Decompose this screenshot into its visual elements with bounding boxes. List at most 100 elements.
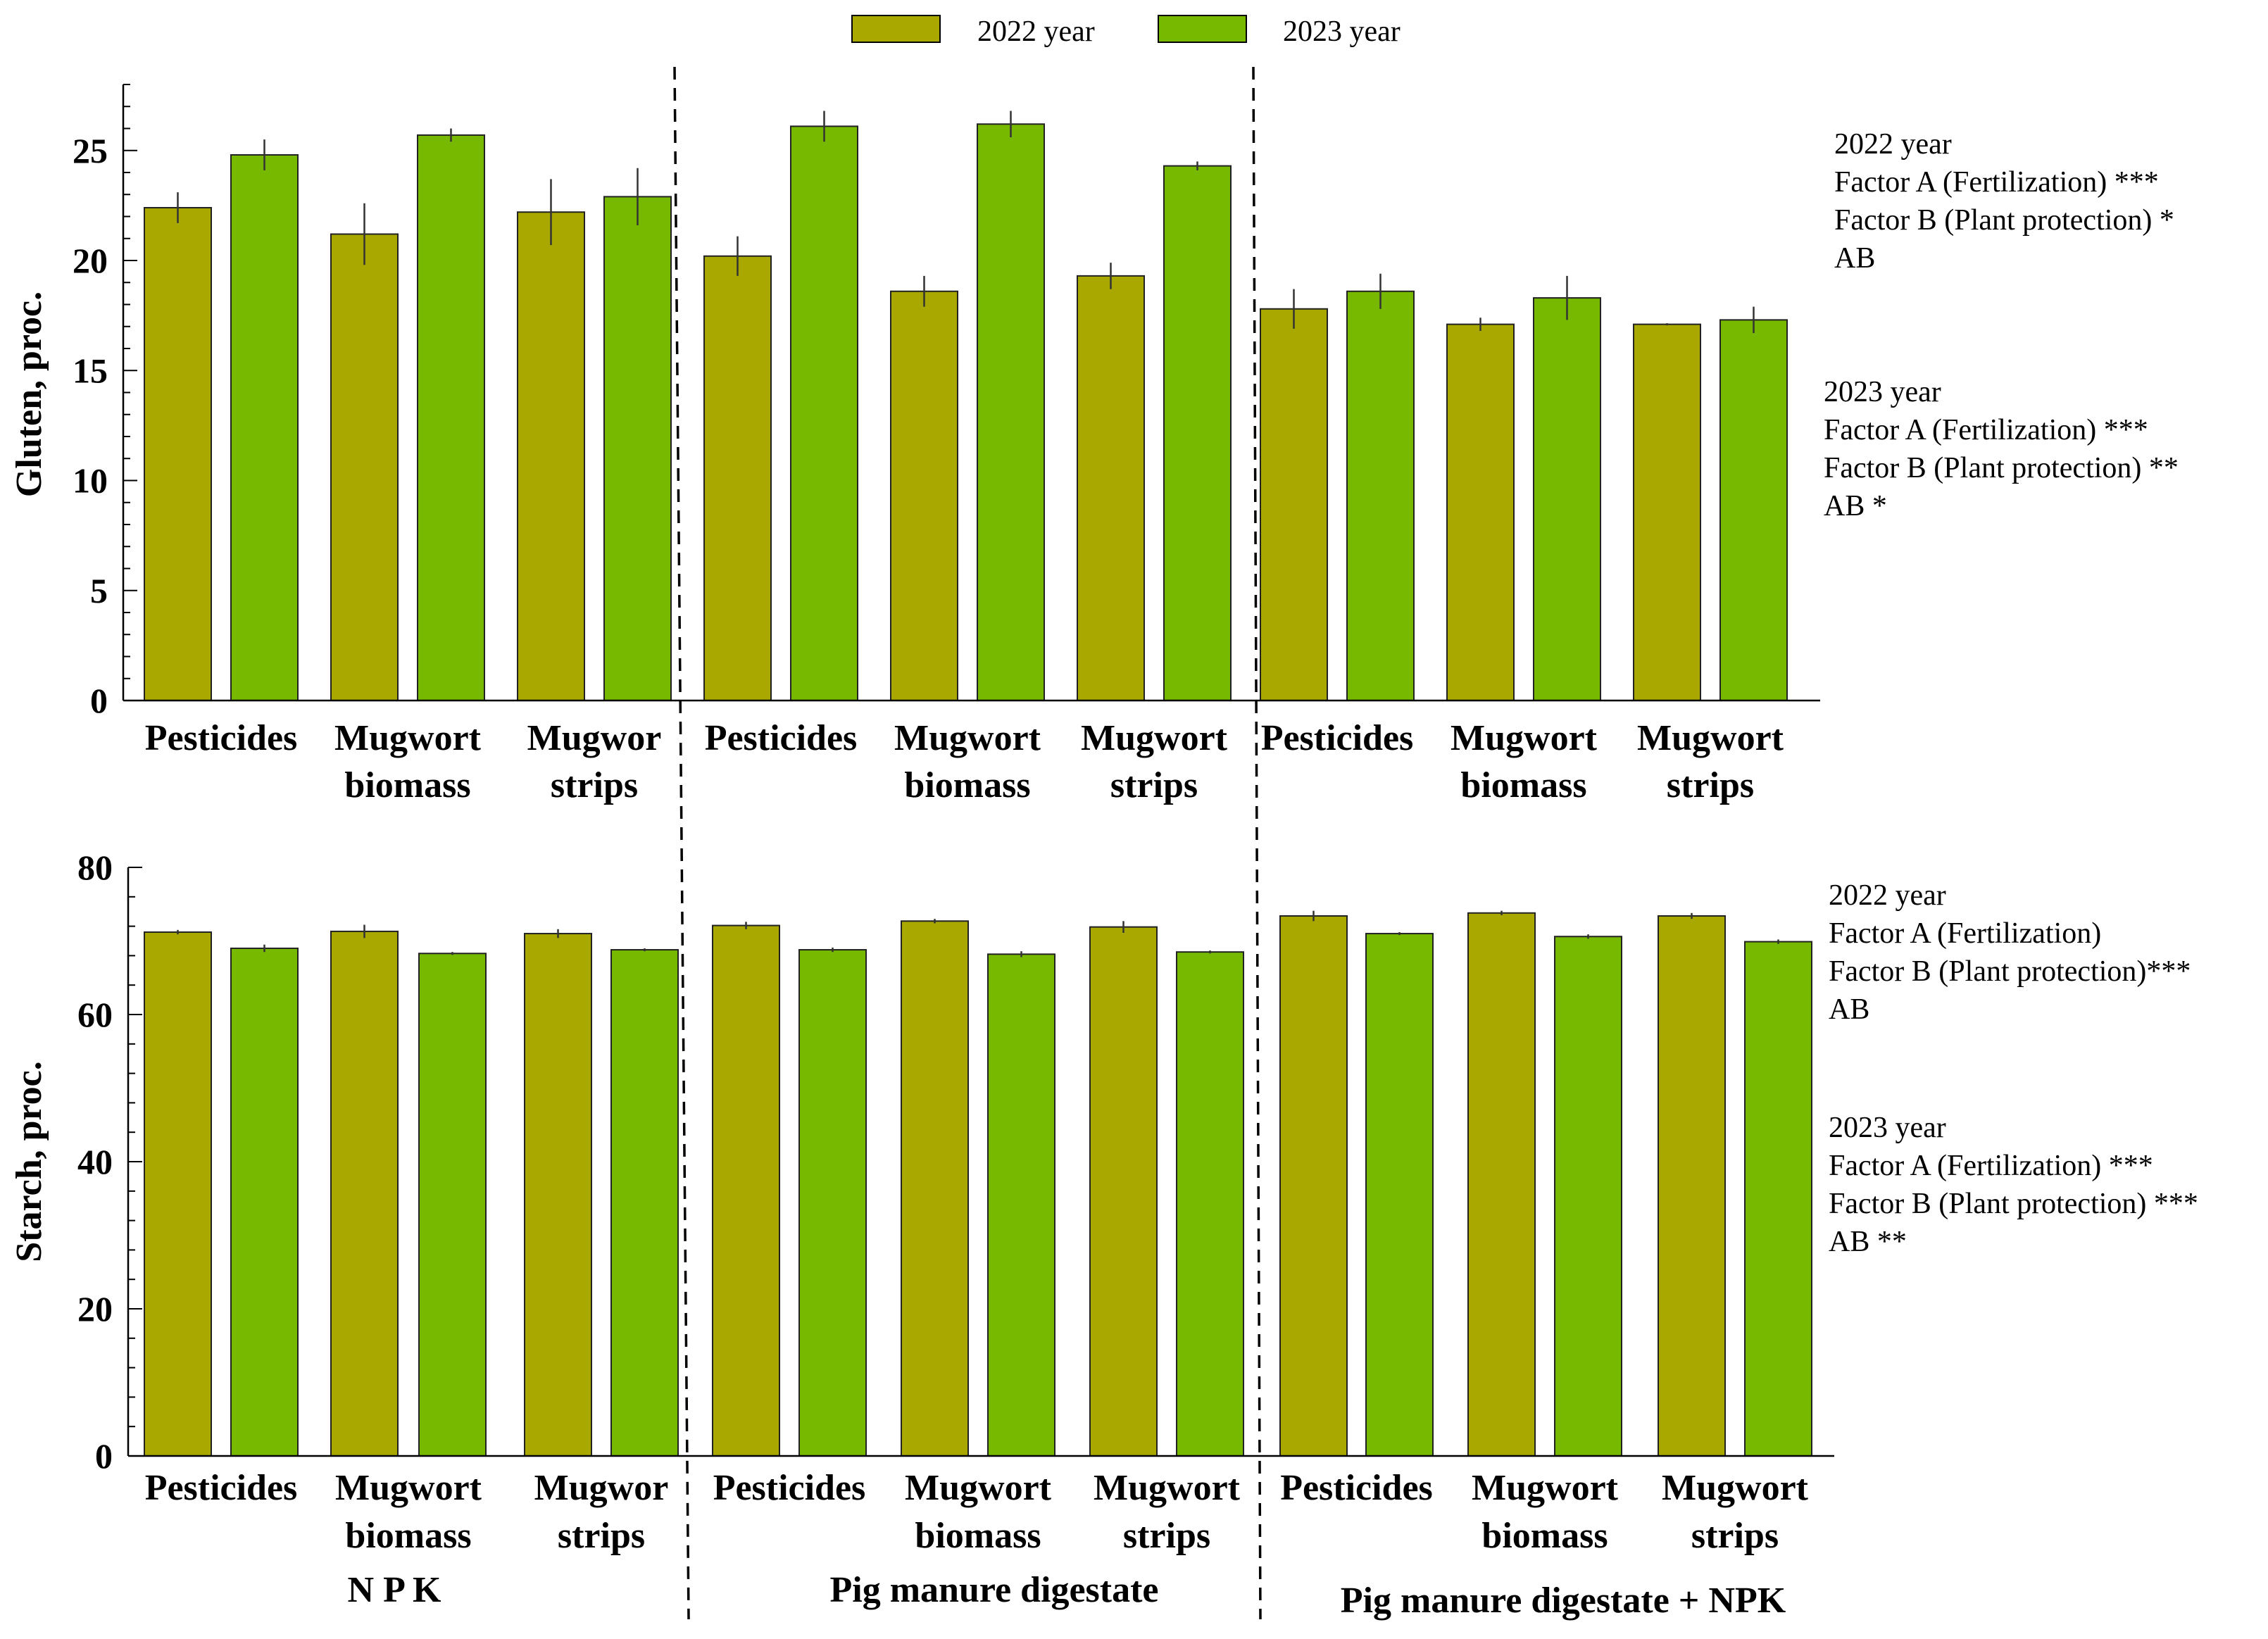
y-tick-label: 25 xyxy=(73,131,108,170)
bar-2022 xyxy=(1260,308,1328,701)
bar-2022 xyxy=(1089,926,1158,1457)
x-tick-label: Mugwort xyxy=(335,1468,482,1508)
x-tick-label: biomass xyxy=(904,765,1030,805)
x-tick-label: Mugwort xyxy=(1451,718,1598,758)
x-tick-label: Pesticides xyxy=(145,1468,298,1508)
annotation-line: 2023 year xyxy=(1824,376,1941,408)
annotation-line: AB ** xyxy=(1829,1226,1907,1258)
bar-2022 xyxy=(1467,912,1536,1457)
starch-x-labels: Pesticides Mugwort biomass Mugwor strips Pest… xyxy=(145,1468,1809,1556)
bar-2023 xyxy=(790,125,858,701)
y-tick-label: 60 xyxy=(77,995,113,1034)
annotation-line: 2022 year xyxy=(1834,128,1952,161)
bar-2023 xyxy=(1176,951,1244,1457)
x-tick-label: biomass xyxy=(345,1516,471,1556)
x-tick-label: Mugwort xyxy=(1081,718,1228,758)
x-tick-label: Pesticides xyxy=(145,718,298,758)
bar-2023 xyxy=(1744,941,1812,1457)
group-label-npk: N P K xyxy=(348,1570,441,1610)
bar-2023 xyxy=(1554,936,1622,1457)
annotation-line: Factor B (Plant protection)*** xyxy=(1829,955,2191,988)
x-tick-label: Pesticides xyxy=(1280,1468,1433,1508)
bar-2022 xyxy=(524,933,592,1457)
bar-2023 xyxy=(1533,297,1601,701)
x-tick-label: biomass xyxy=(1460,765,1586,805)
bar-2022 xyxy=(1446,323,1515,701)
annotation-line: Factor B (Plant protection) ** xyxy=(1824,452,2179,484)
annotation-line: Factor A (Fertilization) xyxy=(1829,917,2101,950)
bar-2022 xyxy=(890,290,958,701)
annotation-line: Factor B (Plant protection) * xyxy=(1834,204,2174,237)
group-label-pig-manure-npk: Pig manure digestate + NPK xyxy=(1341,1581,1786,1621)
x-tick-label: Pesticides xyxy=(705,718,858,758)
x-tick-label: Mugwort xyxy=(905,1468,1052,1508)
y-tick-label: 80 xyxy=(77,848,113,887)
group-separators xyxy=(673,66,1262,1620)
annotation-line: 2022 year xyxy=(1829,879,1946,912)
legend: 2022 year 2023 year xyxy=(851,15,1401,48)
bar-2023 xyxy=(603,196,672,701)
y-tick-label: 10 xyxy=(73,461,108,501)
x-tick-label: strips xyxy=(551,765,638,805)
gluten-bars xyxy=(144,111,1788,701)
x-tick-label: Mugwort xyxy=(1637,718,1784,758)
x-tick-label: Mugwort xyxy=(1662,1468,1809,1508)
y-tick-label: 40 xyxy=(77,1142,113,1181)
x-tick-label: biomass xyxy=(344,765,470,805)
annotation-line: Factor A (Fertilization) *** xyxy=(1834,166,2159,199)
gluten-annotation-2022: 2022 year Factor A (Fertilization) *** F… xyxy=(1834,128,2174,275)
gluten-chart: 0 5 10 15 20 25 Pesticides Mugwort biomass Mugwo… xyxy=(9,84,2179,805)
legend-swatch-2022 xyxy=(851,15,941,43)
starch-y-label: Starch, proc. xyxy=(9,1061,49,1262)
annotation-line: 2023 year xyxy=(1829,1112,1946,1144)
x-tick-label: Mugwort xyxy=(1472,1468,1619,1508)
bar-2023 xyxy=(977,123,1045,701)
bar-2023 xyxy=(418,953,487,1457)
y-tick-label: 20 xyxy=(77,1289,113,1329)
legend-swatch-2023 xyxy=(1158,15,1247,43)
x-tick-label: Mugwor xyxy=(534,1468,669,1508)
separator-line xyxy=(1252,66,1262,1620)
bar-2023 xyxy=(230,947,299,1457)
starch-bars xyxy=(144,910,1812,1457)
y-tick-label: 15 xyxy=(73,351,108,390)
bar-2022 xyxy=(901,920,969,1457)
x-tick-label: biomass xyxy=(1481,1516,1608,1556)
bar-2022 xyxy=(712,924,780,1457)
gluten-annotation-2023: 2023 year Factor A (Fertilization) *** F… xyxy=(1824,376,2179,522)
annotation-line: Factor A (Fertilization) *** xyxy=(1829,1150,2153,1182)
bar-2022 xyxy=(517,211,585,701)
bar-2023 xyxy=(798,949,867,1457)
bar-2022 xyxy=(703,255,772,701)
x-tick-label: strips xyxy=(558,1516,645,1556)
x-tick-label: Mugwor xyxy=(527,718,662,758)
bar-2022 xyxy=(144,931,212,1457)
x-tick-label: Mugwort xyxy=(894,718,1041,758)
bar-2023 xyxy=(1346,290,1415,701)
annotation-line: AB * xyxy=(1824,490,1887,522)
y-tick-label: 20 xyxy=(73,241,108,280)
bar-2022 xyxy=(1077,275,1145,701)
bar-2023 xyxy=(1365,933,1434,1457)
x-tick-label: strips xyxy=(1667,765,1754,805)
y-tick-label: 0 xyxy=(95,1436,113,1476)
x-tick-label: biomass xyxy=(915,1516,1041,1556)
x-tick-label: Pesticides xyxy=(713,1468,866,1508)
bar-2023 xyxy=(1719,319,1788,701)
annotation-line: Factor B (Plant protection) *** xyxy=(1829,1188,2198,1220)
starch-chart: 0 20 40 60 80 Pesticides Mugwort biomass Mugwor… xyxy=(9,848,2198,1621)
bar-2022 xyxy=(330,930,399,1457)
x-tick-label: strips xyxy=(1691,1516,1779,1556)
bar-2023 xyxy=(1163,165,1232,701)
bar-2022 xyxy=(144,207,212,701)
x-tick-label: Mugwort xyxy=(1094,1468,1241,1508)
starch-annotation-2022: 2022 year Factor A (Fertilization) Facto… xyxy=(1829,879,2191,1026)
annotation-line: AB xyxy=(1834,242,1875,275)
bar-2022 xyxy=(1279,915,1348,1457)
group-label-pig-manure: Pig manure digestate xyxy=(830,1570,1159,1610)
y-tick-label: 0 xyxy=(90,681,108,720)
bar-2023 xyxy=(610,949,679,1457)
bar-2023 xyxy=(230,154,299,701)
separator-line xyxy=(673,66,690,1620)
